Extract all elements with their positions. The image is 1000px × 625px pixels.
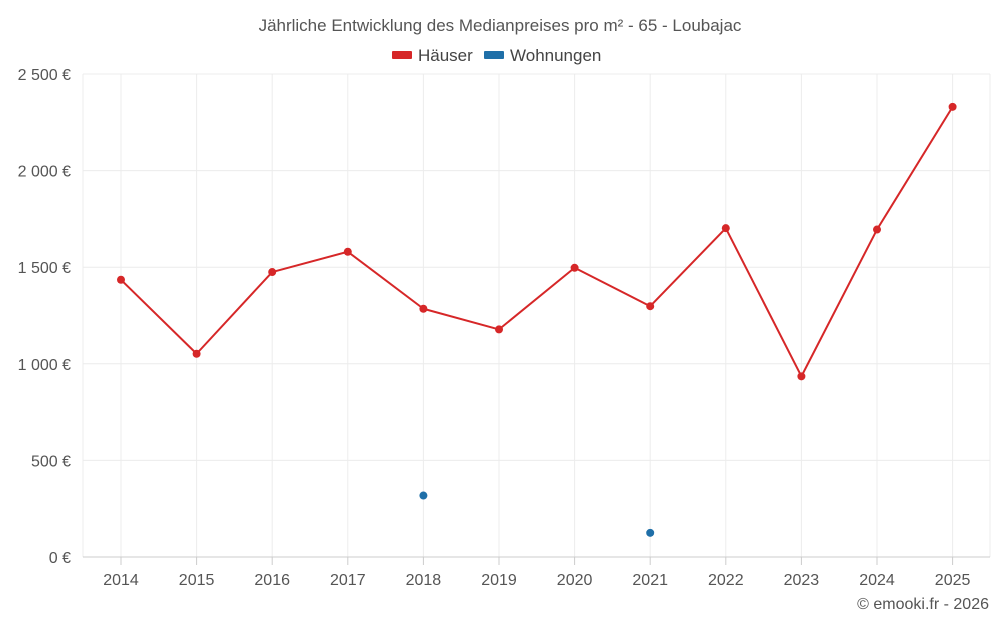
- y-tick-label: 500 €: [31, 453, 71, 470]
- y-tick-label: 1 500 €: [18, 260, 71, 277]
- x-tick-label: 2016: [254, 572, 290, 589]
- chart-title: Jährliche Entwicklung des Medianpreises …: [259, 16, 742, 35]
- data-point-wohnungen[interactable]: [646, 528, 655, 537]
- legend-swatch-wohnungen[interactable]: [484, 51, 504, 59]
- x-tick-label: 2014: [103, 572, 139, 589]
- data-point-haeuser[interactable]: [873, 225, 881, 234]
- grid: [82, 73, 991, 557]
- series: [117, 102, 957, 537]
- x-tick-label: 2024: [859, 572, 895, 589]
- data-point-haeuser[interactable]: [721, 224, 730, 233]
- data-point-haeuser[interactable]: [268, 268, 277, 277]
- data-point-haeuser[interactable]: [343, 247, 352, 256]
- series-line-haeuser: [120, 106, 954, 378]
- data-point-haeuser[interactable]: [419, 304, 428, 313]
- data-point-haeuser[interactable]: [117, 275, 125, 284]
- x-tick-label: 2022: [708, 572, 744, 589]
- x-tick-label: 2021: [632, 572, 668, 589]
- series-wohnungen: [419, 491, 655, 537]
- legend-swatch-haeuser[interactable]: [392, 51, 412, 59]
- x-tick-label: 2018: [406, 572, 442, 589]
- axes: 0 € 500 € 1 000 € 1 500 € 2 000 € 2 500 € 2014…: [18, 67, 990, 589]
- legend-label-haeuser[interactable]: Häuser: [418, 46, 473, 65]
- x-tick-label: 2023: [784, 572, 820, 589]
- x-tick-label: 2025: [935, 572, 971, 589]
- data-point-haeuser[interactable]: [570, 263, 579, 272]
- data-point-haeuser[interactable]: [797, 372, 806, 381]
- legend[interactable]: Häuser Wohnungen: [392, 46, 601, 65]
- x-tick-label: 2019: [481, 572, 517, 589]
- y-tick-label: 2 500 €: [18, 67, 71, 84]
- x-tick-label: 2017: [330, 572, 366, 589]
- y-tick-label: 1 000 €: [18, 357, 71, 374]
- data-point-haeuser[interactable]: [495, 325, 503, 334]
- legend-label-wohnungen[interactable]: Wohnungen: [510, 46, 601, 65]
- y-tick-label: 2 000 €: [18, 164, 71, 181]
- y-tick-label: 0 €: [49, 550, 71, 567]
- data-point-haeuser[interactable]: [646, 302, 655, 311]
- x-tick-label: 2020: [557, 572, 593, 589]
- credit-text: © emooki.fr - 2026: [857, 596, 989, 613]
- series-haeuser: [117, 102, 957, 381]
- x-tick-label: 2015: [179, 572, 215, 589]
- data-point-wohnungen[interactable]: [419, 491, 428, 500]
- data-point-haeuser[interactable]: [948, 102, 957, 111]
- data-point-haeuser[interactable]: [192, 349, 201, 358]
